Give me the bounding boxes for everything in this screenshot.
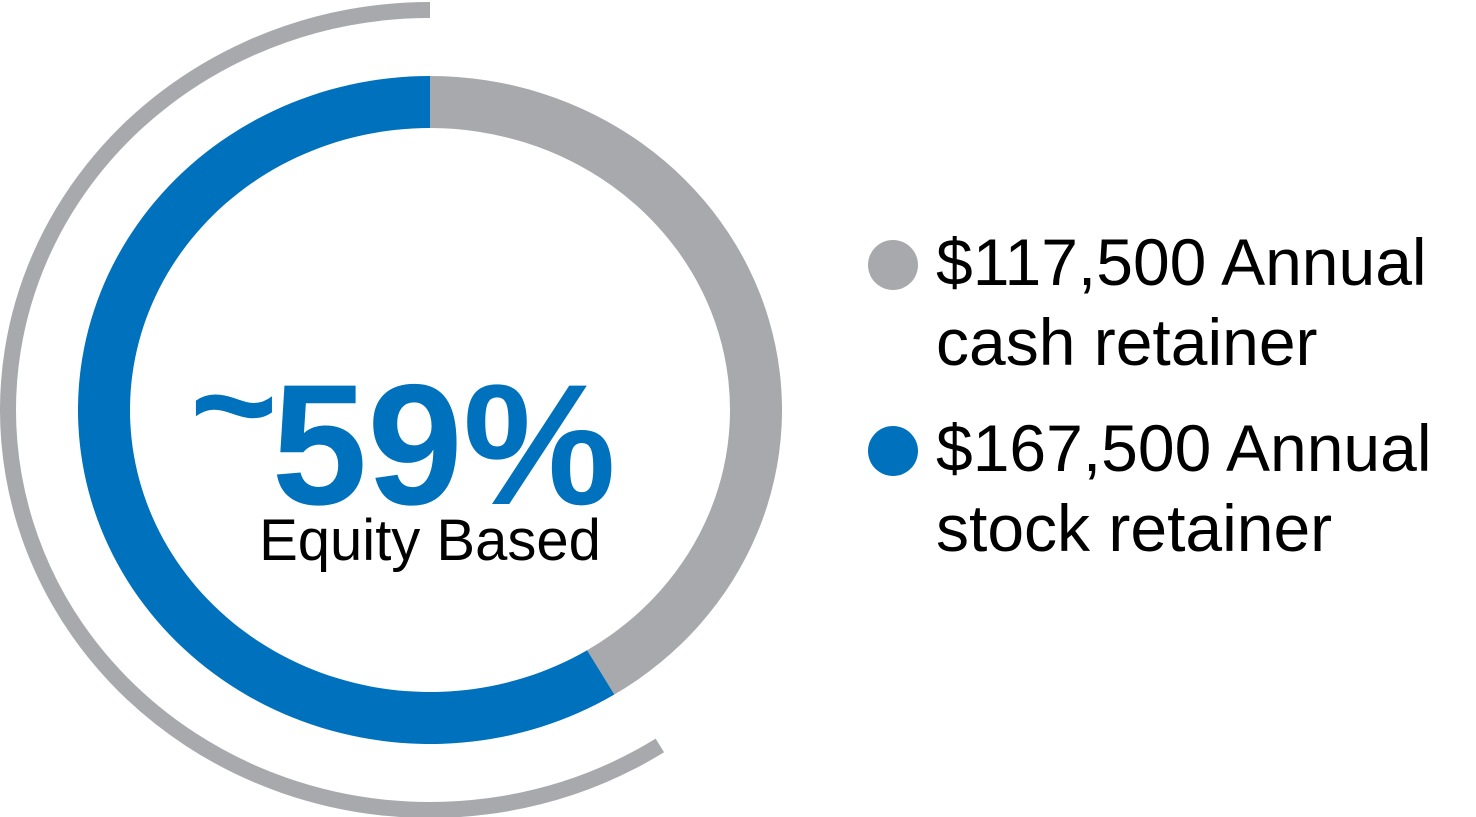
legend-cash-line1: $117,500 Annual [936,225,1427,299]
legend-dot-stock [868,426,918,476]
outer-decorative-arc [0,2,665,817]
equity-label: Equity Based [259,508,601,573]
equity-percentage: ~59% [190,318,690,531]
slice-stock-retainer [78,76,615,745]
approx-symbol: ~ [190,320,278,488]
legend-cash-line2: cash retainer [936,305,1318,379]
legend-item-stock: $167,500 Annual stock retainer [864,408,1431,568]
legend: $117,500 Annual cash retainer $167,500 A… [864,222,1431,594]
equity-percentage-value: 59% [271,349,616,541]
legend-stock-line2: stock retainer [936,491,1333,565]
legend-dot-cash [868,240,918,290]
legend-stock-line1: $167,500 Annual [936,411,1432,485]
slice-cash-retainer [430,76,783,695]
legend-item-cash: $117,500 Annual cash retainer [864,222,1431,382]
